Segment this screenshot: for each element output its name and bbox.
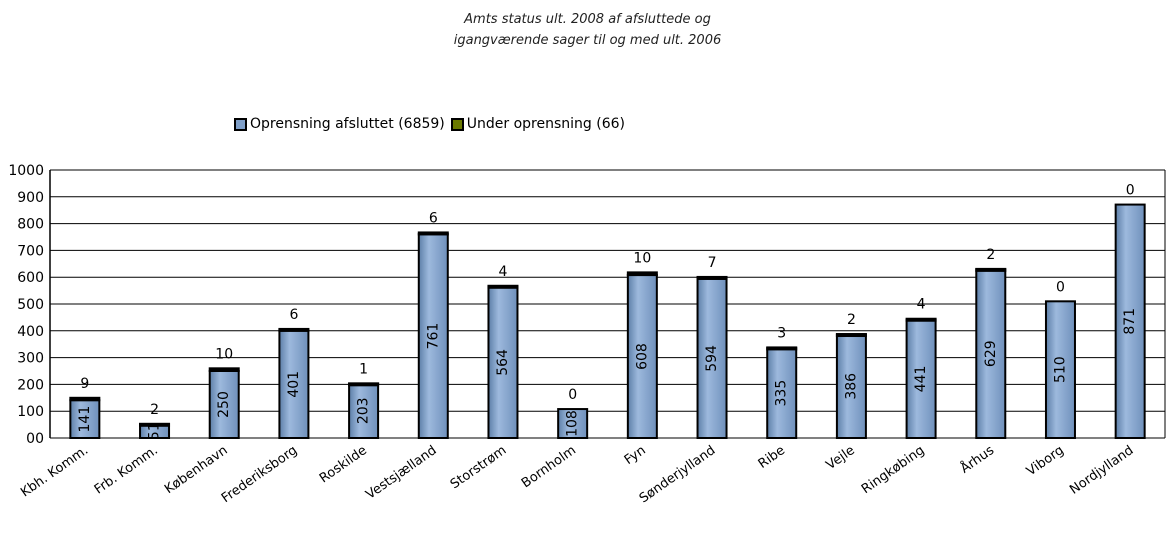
- bar-under: [835, 333, 867, 338]
- data-label-afsluttet: 386: [843, 373, 859, 400]
- y-tick-label: 500: [17, 297, 44, 313]
- bar-afsluttet: [975, 268, 1007, 440]
- y-tick-label: 700: [17, 243, 44, 259]
- data-label-afsluttet: 871: [1122, 308, 1138, 335]
- x-tick-label: Bornholm: [519, 443, 579, 491]
- legend-label-under: Under oprensning (66): [466, 116, 625, 132]
- bar-afsluttet: [905, 318, 937, 440]
- x-tick-label: Århus: [957, 442, 997, 477]
- bar-under: [348, 382, 380, 387]
- chart-title-line-1: Amts status ult. 2008 af afsluttede og: [464, 12, 711, 27]
- data-label-under: 0: [1126, 183, 1135, 199]
- data-label-afsluttet: 203: [356, 397, 372, 424]
- bar-under: [975, 267, 1007, 272]
- x-tick-label: Frederiksborg: [219, 443, 300, 506]
- bar-under: [417, 231, 449, 236]
- data-label-under: 9: [80, 376, 89, 392]
- y-tick-label: 200: [17, 377, 44, 393]
- data-label-afsluttet: 141: [77, 406, 93, 433]
- data-label-afsluttet: 594: [704, 345, 720, 372]
- legend-item-afsluttet: Oprensning afsluttet (6859): [234, 116, 445, 132]
- bar-under: [208, 367, 240, 373]
- x-tick-label: Vejle: [824, 443, 858, 473]
- data-label-under: 10: [215, 346, 233, 362]
- x-tick-label: København: [162, 443, 230, 497]
- legend-swatch-under: [450, 117, 464, 131]
- x-tick-label: Roskilde: [317, 443, 370, 486]
- x-tick-label: Nordjylland: [1067, 443, 1136, 498]
- data-label-afsluttet: 108: [565, 410, 581, 437]
- data-label-under: 0: [1056, 279, 1065, 295]
- bar-afsluttet: [626, 274, 658, 439]
- bar-under: [905, 317, 937, 322]
- y-tick-label: 600: [17, 270, 44, 286]
- y-tick-label: 400: [17, 324, 44, 340]
- legend-swatch-afsluttet: [234, 117, 247, 131]
- data-label-under: 6: [289, 307, 298, 323]
- y-tick-label: 100: [17, 404, 44, 420]
- x-tick-label: Storstrøm: [448, 443, 509, 492]
- data-label-under: 10: [633, 250, 651, 266]
- data-label-afsluttet: 51: [147, 422, 163, 440]
- bar-afsluttet: [208, 370, 240, 439]
- data-label-afsluttet: 761: [425, 323, 441, 350]
- data-label-afsluttet: 629: [983, 340, 999, 367]
- bar-under: [139, 422, 171, 427]
- data-label-under: 1: [359, 361, 368, 377]
- bar-afsluttet: [1044, 300, 1076, 439]
- bar-under: [487, 284, 519, 289]
- bar-under: [696, 275, 728, 280]
- data-label-under: 0: [568, 387, 577, 403]
- bar-under: [69, 396, 101, 402]
- y-tick-label: 300: [17, 351, 44, 367]
- bar-under: [766, 346, 798, 351]
- data-label-under: 4: [917, 297, 926, 313]
- data-label-afsluttet: 441: [913, 366, 929, 393]
- bar-afsluttet: [348, 382, 380, 440]
- data-label-afsluttet: 335: [774, 380, 790, 407]
- legend-label-afsluttet: Oprensning afsluttet (6859): [250, 116, 445, 132]
- x-tick-label: Frb. Komm.: [92, 443, 161, 498]
- bar-afsluttet: [1114, 203, 1146, 439]
- bar-under: [626, 271, 658, 277]
- data-label-under: 2: [847, 312, 856, 328]
- bar-afsluttet: [766, 347, 798, 439]
- bar-afsluttet: [835, 333, 867, 439]
- data-label-under: 7: [708, 255, 717, 271]
- data-label-afsluttet: 608: [634, 343, 650, 370]
- bar-afsluttet: [417, 233, 449, 439]
- y-tick-label: 800: [17, 217, 44, 233]
- x-tick-label: Sønderjylland: [637, 443, 719, 506]
- data-label-afsluttet: 250: [216, 391, 232, 418]
- y-tick-label: 900: [17, 190, 44, 206]
- bar-under: [278, 327, 310, 332]
- chart-title-line-2: igangværende sager til og med ult. 2006: [453, 33, 722, 48]
- x-tick-label: Ribe: [756, 443, 788, 472]
- legend: Oprensning afsluttet (6859) Under oprens…: [234, 116, 631, 132]
- y-tick-label: 00: [26, 431, 44, 447]
- data-label-under: 6: [429, 210, 438, 226]
- bar-afsluttet: [487, 285, 519, 439]
- x-tick-label: Fyn: [622, 443, 649, 468]
- data-label-afsluttet: 510: [1052, 356, 1068, 383]
- data-label-under: 2: [150, 402, 159, 418]
- bar-afsluttet: [278, 329, 310, 440]
- x-tick-label: Vestsjælland: [363, 443, 439, 503]
- data-label-afsluttet: 564: [495, 349, 511, 376]
- x-tick-label: Viborg: [1024, 443, 1067, 479]
- x-tick-label: Ringkøbing: [859, 443, 927, 497]
- data-label-under: 4: [499, 264, 508, 280]
- y-tick-label: 1000: [8, 163, 44, 179]
- data-label-under: 3: [777, 325, 786, 341]
- data-label-under: 2: [986, 247, 995, 263]
- bar-afsluttet: [557, 408, 589, 439]
- legend-item-under: Under oprensning (66): [450, 116, 625, 132]
- x-tick-label: Kbh. Komm.: [18, 443, 91, 500]
- data-label-afsluttet: 401: [286, 371, 302, 398]
